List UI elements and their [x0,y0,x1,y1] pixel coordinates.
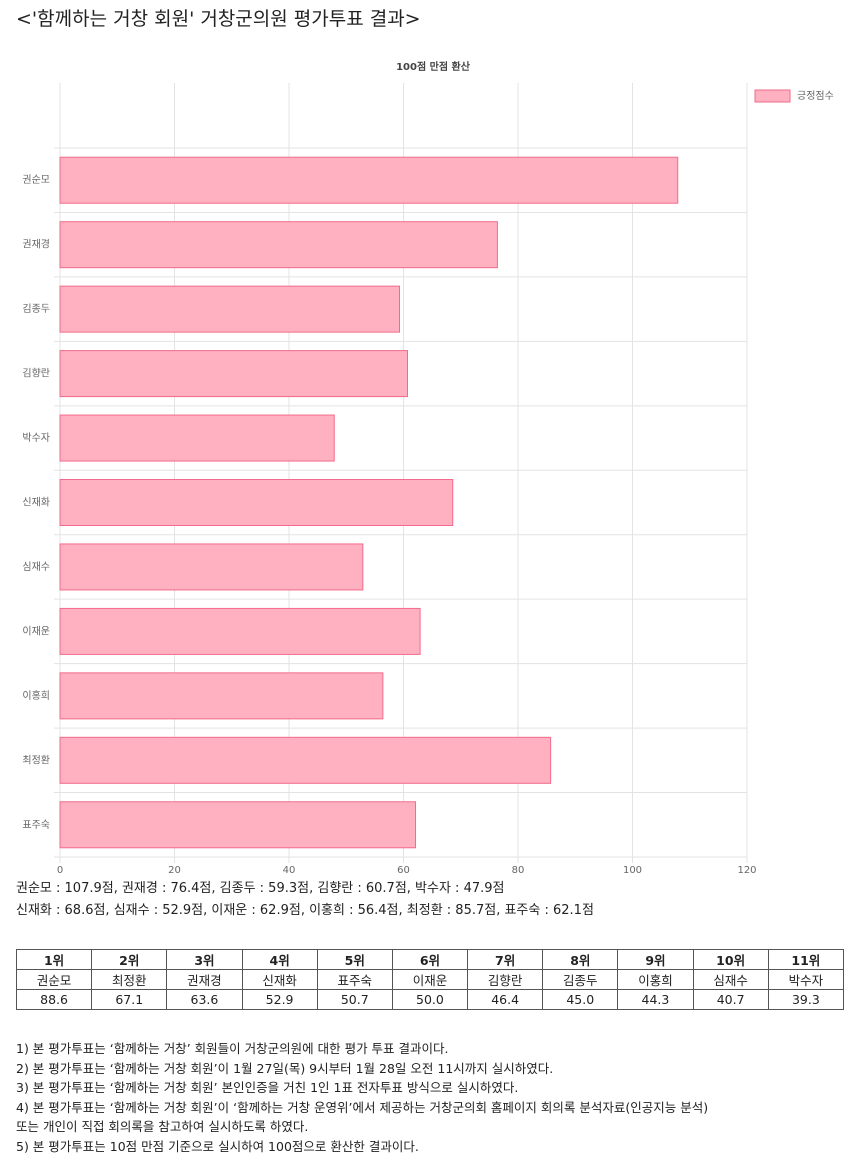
table-header-cell: 3위 [166,949,243,970]
summary-line: 권순모 : 107.9점, 권재경 : 76.4점, 김종두 : 59.3점, … [16,881,505,896]
table-header-cell: 4위 [241,949,318,970]
y-tick-label: 신재화 [22,497,50,509]
table-cell: 52.9 [241,989,318,1010]
table-header-cell: 7위 [467,949,544,970]
chart-title: 100점 만점 환산 [396,60,471,73]
table-header-cell: 6위 [391,949,469,970]
bar [59,543,364,591]
y-tick-label: 이재운 [22,625,50,637]
rank-table: 1위 2위 3위 4위 5위 6위 7위 8위 9위 10위 11위 권순모 최정환 권재경 신재화 표주숙 이… [15,949,845,1010]
table-header-row: 1위 2위 3위 4위 5위 6위 7위 8위 9위 10위 11위 [15,949,845,970]
table-header-cell: 10위 [692,949,769,970]
table-cell: 45.0 [542,989,619,1010]
table-cell: 박수자 [767,969,845,990]
note-line: 3) 본 평가투표는 ‘함께하는 거창 회원’ 본인인증을 거친 1인 1표 전… [16,1080,519,1095]
x-tick-label: 120 [737,865,756,876]
x-tick-label: 0 [57,865,63,876]
table-cell: 최정환 [91,969,168,990]
table-row: 88.6 67.1 63.6 52.9 50.7 50.0 46.4 45.0 44.3 40.7… [15,989,845,1010]
y-tick-label: 권순모 [22,174,50,186]
x-tick-label: 20 [168,865,181,876]
y-tick-label: 김종두 [22,303,50,315]
bar [59,672,384,720]
note-line: 2) 본 평가투표는 ‘함께하는 거창 회원’이 1월 27일(목) 9시부터 … [16,1060,554,1076]
table-cell: 이재운 [391,969,469,990]
table-cell: 44.3 [617,989,694,1010]
table-cell: 심재수 [692,969,769,990]
y-tick-label: 표주숙 [22,819,50,831]
table-cell: 67.1 [91,989,168,1010]
table-header-cell: 5위 [316,949,393,970]
table-cell: 40.7 [692,989,769,1010]
table-cell: 63.6 [166,989,243,1010]
table-cell: 이홍희 [617,969,694,990]
table-header-cell: 1위 [15,949,93,970]
table-cell: 권순모 [15,969,93,990]
table-header-cell: 2위 [91,949,168,970]
x-tick-label: 60 [397,865,410,876]
table-cell: 50.7 [316,989,393,1010]
note-line: 5) 본 평가투표는 10점 만점 기준으로 실시하여 100점으로 환산한 결… [16,1138,419,1154]
y-tick-label: 박수자 [22,432,50,444]
table-header-cell: 9위 [617,949,694,970]
table-header-cell: 11위 [767,949,845,970]
summary-line: 신재화 : 68.6점, 심재수 : 52.9점, 이재운 : 62.9점, 이… [16,903,594,918]
note-line: 4) 본 평가투표는 ‘함께하는 거창 회원’이 ‘함께하는 거창 운영위’에서… [16,1099,709,1115]
bar [59,479,454,526]
table-cell: 김종두 [542,969,619,990]
table-cell: 권재경 [166,969,243,990]
x-tick-label: 100 [623,865,642,876]
table-cell: 39.3 [767,989,845,1010]
legend-swatch [754,89,791,103]
bar [59,414,335,462]
table-row: 권순모 최정환 권재경 신재화 표주숙 이재운 김향란 김종두 이홍희 심재수 박수자 [15,969,845,990]
y-tick-label: 김향란 [22,368,50,380]
legend-label: 긍정점수 [797,90,834,102]
bar [59,736,552,784]
notes: 1) 본 평가투표는 ‘함께하는 거창’ 회원들이 거창군의원에 대한 평가 투… [16,1039,844,1156]
page-title: <'함께하는 거창 회원' 거창군의원 평가투표 결과> [16,8,421,30]
y-tick-label: 이홍희 [22,689,50,702]
table-cell: 신재화 [241,969,318,990]
y-tick-label: 권재경 [22,238,50,251]
chart: 100점 만점 환산 0 20 40 60 80 100 120 긍정점수권순모권재경김종두김… [22,60,834,876]
bar [59,350,409,398]
table-cell: 표주숙 [316,969,393,990]
summary: 권순모 : 107.9점, 권재경 : 76.4점, 김종두 : 59.3점, … [16,878,594,922]
table-cell: 88.6 [15,989,93,1010]
table-cell: 50.0 [391,989,469,1010]
bar [59,221,498,269]
note-line: 또는 개인이 직접 회의록을 참고하여 실시하도록 하였다. [16,1119,309,1134]
bar [59,156,679,204]
note-line: 1) 본 평가투표는 ‘함께하는 거창’ 회원들이 거창군의원에 대한 평가 투… [16,1041,449,1056]
x-tick-label: 40 [283,865,296,876]
table-header-cell: 8위 [542,949,619,970]
y-tick-label: 최정환 [22,754,50,766]
table-cell: 46.4 [467,989,544,1010]
y-tick-label: 심재수 [22,561,50,573]
bar [59,801,417,849]
bar [59,285,400,333]
bar [59,607,421,655]
x-tick-label: 80 [512,865,525,876]
table-cell: 김향란 [467,969,544,990]
